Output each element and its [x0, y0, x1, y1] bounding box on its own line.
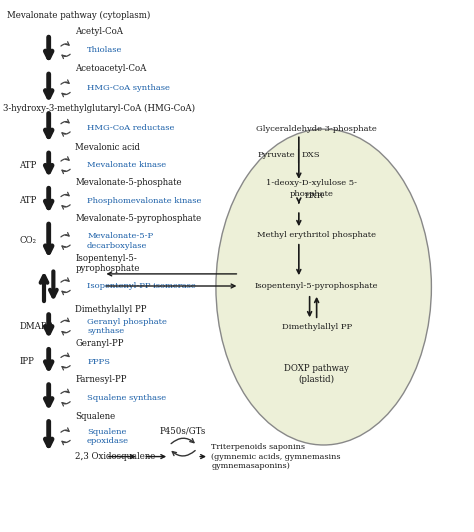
- Text: Mevalonate kinase: Mevalonate kinase: [87, 161, 166, 169]
- Text: Mevalonic acid: Mevalonic acid: [75, 143, 140, 152]
- Text: Triterpenoids saponins
(gymnemic acids, gymnemasins
gymnemasaponins): Triterpenoids saponins (gymnemic acids, …: [211, 443, 341, 470]
- Text: Phosphomevalonate kinase: Phosphomevalonate kinase: [87, 197, 201, 205]
- Text: DXR: DXR: [305, 192, 324, 200]
- Text: ATP: ATP: [19, 196, 36, 205]
- Text: Geranyl phosphate
synthase: Geranyl phosphate synthase: [87, 318, 167, 335]
- Text: Pyruvate: Pyruvate: [258, 152, 296, 160]
- Text: ATP: ATP: [19, 161, 36, 170]
- Text: Geranyl-PP: Geranyl-PP: [75, 339, 124, 348]
- Text: 3-hydroxy-3-methylglutaryl-CoA (HMG-CoA): 3-hydroxy-3-methylglutaryl-CoA (HMG-CoA): [3, 104, 195, 113]
- Text: IPP: IPP: [19, 357, 34, 366]
- Text: 2,3 Oxidosqualene: 2,3 Oxidosqualene: [75, 452, 156, 461]
- Text: Mevalonate-5-P
decarboxylase: Mevalonate-5-P decarboxylase: [87, 232, 153, 250]
- Text: CO₂: CO₂: [19, 237, 36, 245]
- Text: Squalene
epoxidase: Squalene epoxidase: [87, 428, 129, 445]
- Text: DXS: DXS: [301, 152, 320, 160]
- Text: Isopentenyl-5-
pyrophosphate: Isopentenyl-5- pyrophosphate: [75, 254, 140, 273]
- Text: Acetyl-CoA: Acetyl-CoA: [75, 27, 123, 36]
- Text: phosphate: phosphate: [290, 190, 334, 198]
- Text: Isopentenyl-PP isomerase: Isopentenyl-PP isomerase: [87, 282, 196, 290]
- Text: Thiolase: Thiolase: [87, 46, 122, 54]
- Text: HMG-CoA reductase: HMG-CoA reductase: [87, 124, 174, 132]
- Text: HMG-CoA synthase: HMG-CoA synthase: [87, 85, 170, 93]
- Text: Dimethylallyl PP: Dimethylallyl PP: [282, 322, 352, 330]
- Text: Acetoacetyl-CoA: Acetoacetyl-CoA: [75, 64, 147, 73]
- Ellipse shape: [216, 129, 431, 445]
- Text: Dimethylallyl PP: Dimethylallyl PP: [75, 305, 147, 314]
- Text: P450s/GTs: P450s/GTs: [160, 427, 206, 436]
- Text: Squalene: Squalene: [75, 412, 116, 420]
- Text: DOXP pathway
(plastid): DOXP pathway (plastid): [284, 364, 349, 384]
- Text: Farnesyl-PP: Farnesyl-PP: [75, 375, 127, 384]
- Text: Methyl erythritol phosphate: Methyl erythritol phosphate: [257, 231, 376, 239]
- Text: FPPS: FPPS: [87, 358, 110, 365]
- Text: 1-deoxy-D-xylulose 5-: 1-deoxy-D-xylulose 5-: [266, 179, 357, 187]
- Text: DMAPP: DMAPP: [19, 322, 53, 331]
- Text: Glyceraldehyde 3-phosphate: Glyceraldehyde 3-phosphate: [256, 125, 377, 133]
- Text: Mevalonate-5-phosphate: Mevalonate-5-phosphate: [75, 178, 182, 187]
- Text: Mevalonate-5-pyrophosphate: Mevalonate-5-pyrophosphate: [75, 214, 201, 223]
- Text: Squalene synthase: Squalene synthase: [87, 394, 166, 402]
- Text: Isopentenyl-5-pyrophosphate: Isopentenyl-5-pyrophosphate: [255, 282, 378, 290]
- Text: Mevalonate pathway (cytoplasm): Mevalonate pathway (cytoplasm): [8, 11, 151, 20]
